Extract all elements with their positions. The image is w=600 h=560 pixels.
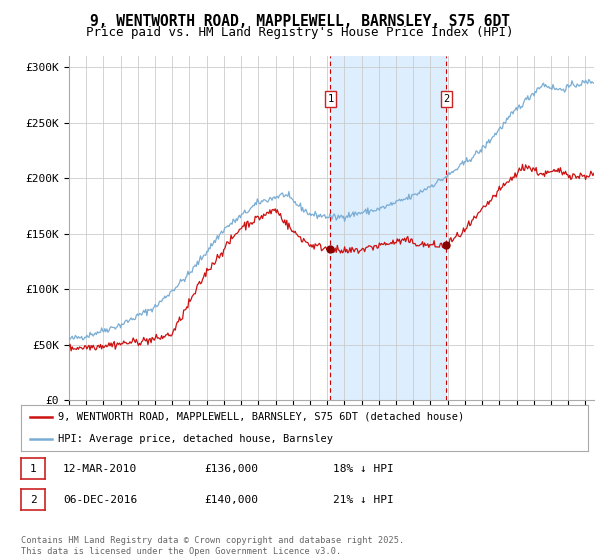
Bar bbox=[331, 56, 446, 400]
Text: 9, WENTWORTH ROAD, MAPPLEWELL, BARNSLEY, S75 6DT (detached house): 9, WENTWORTH ROAD, MAPPLEWELL, BARNSLEY,… bbox=[58, 412, 464, 422]
Text: 2: 2 bbox=[29, 494, 37, 505]
Text: 18% ↓ HPI: 18% ↓ HPI bbox=[333, 464, 394, 474]
Text: £136,000: £136,000 bbox=[204, 464, 258, 474]
Text: 06-DEC-2016: 06-DEC-2016 bbox=[63, 494, 137, 505]
Text: 9, WENTWORTH ROAD, MAPPLEWELL, BARNSLEY, S75 6DT: 9, WENTWORTH ROAD, MAPPLEWELL, BARNSLEY,… bbox=[90, 14, 510, 29]
Text: 2: 2 bbox=[443, 94, 449, 104]
Text: HPI: Average price, detached house, Barnsley: HPI: Average price, detached house, Barn… bbox=[58, 434, 333, 444]
Text: £140,000: £140,000 bbox=[204, 494, 258, 505]
Text: 21% ↓ HPI: 21% ↓ HPI bbox=[333, 494, 394, 505]
Text: 1: 1 bbox=[29, 464, 37, 474]
Text: Contains HM Land Registry data © Crown copyright and database right 2025.
This d: Contains HM Land Registry data © Crown c… bbox=[21, 536, 404, 556]
Text: 1: 1 bbox=[328, 94, 334, 104]
Text: 12-MAR-2010: 12-MAR-2010 bbox=[63, 464, 137, 474]
Text: Price paid vs. HM Land Registry's House Price Index (HPI): Price paid vs. HM Land Registry's House … bbox=[86, 26, 514, 39]
